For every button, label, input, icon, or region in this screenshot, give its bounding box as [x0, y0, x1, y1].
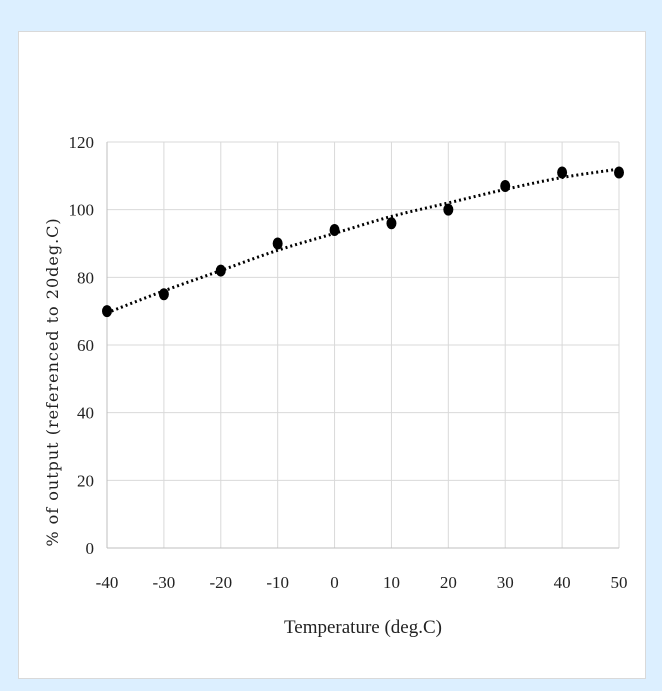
x-tick-label: -10 [266, 573, 289, 592]
data-point [158, 288, 169, 301]
trendline-layer [106, 167, 620, 315]
y-tick-label: 100 [69, 201, 95, 220]
x-tick-label: 50 [611, 573, 628, 592]
y-tick-label: 60 [77, 336, 94, 355]
grid [106, 141, 620, 549]
x-tick-label: -40 [96, 573, 119, 592]
data-point [614, 166, 624, 179]
data-point [443, 203, 454, 216]
x-tick-label: 10 [383, 573, 400, 592]
data-point [557, 166, 568, 179]
data-point [215, 264, 226, 277]
x-tick-label: -30 [153, 573, 176, 592]
tick-labels: 0 20 40 60 80 100 120 -40 -30 -20 -10 0 10 20 30 40 50 [69, 133, 628, 592]
chart-frame [18, 31, 646, 679]
data-point [329, 223, 340, 236]
x-axis-title: Temperature (deg.C) [284, 617, 442, 638]
y-tick-label: 80 [77, 268, 94, 287]
trendline [106, 167, 620, 315]
data-point [272, 237, 283, 250]
x-tick-label: 30 [497, 573, 514, 592]
points-layer [102, 166, 624, 318]
y-axis-title: % of output (referenced to 20deg.C) [43, 217, 62, 546]
data-point [500, 179, 511, 192]
x-tick-label: 20 [440, 573, 457, 592]
y-tick-label: 0 [86, 539, 95, 558]
x-tick-label: -20 [209, 573, 232, 592]
data-point [386, 217, 397, 230]
x-tick-label: 40 [554, 573, 571, 592]
data-point [102, 305, 112, 318]
x-tick-label: 0 [330, 573, 339, 592]
y-tick-label: 20 [77, 471, 94, 490]
y-tick-label: 120 [69, 133, 95, 152]
y-tick-label: 40 [77, 404, 94, 423]
